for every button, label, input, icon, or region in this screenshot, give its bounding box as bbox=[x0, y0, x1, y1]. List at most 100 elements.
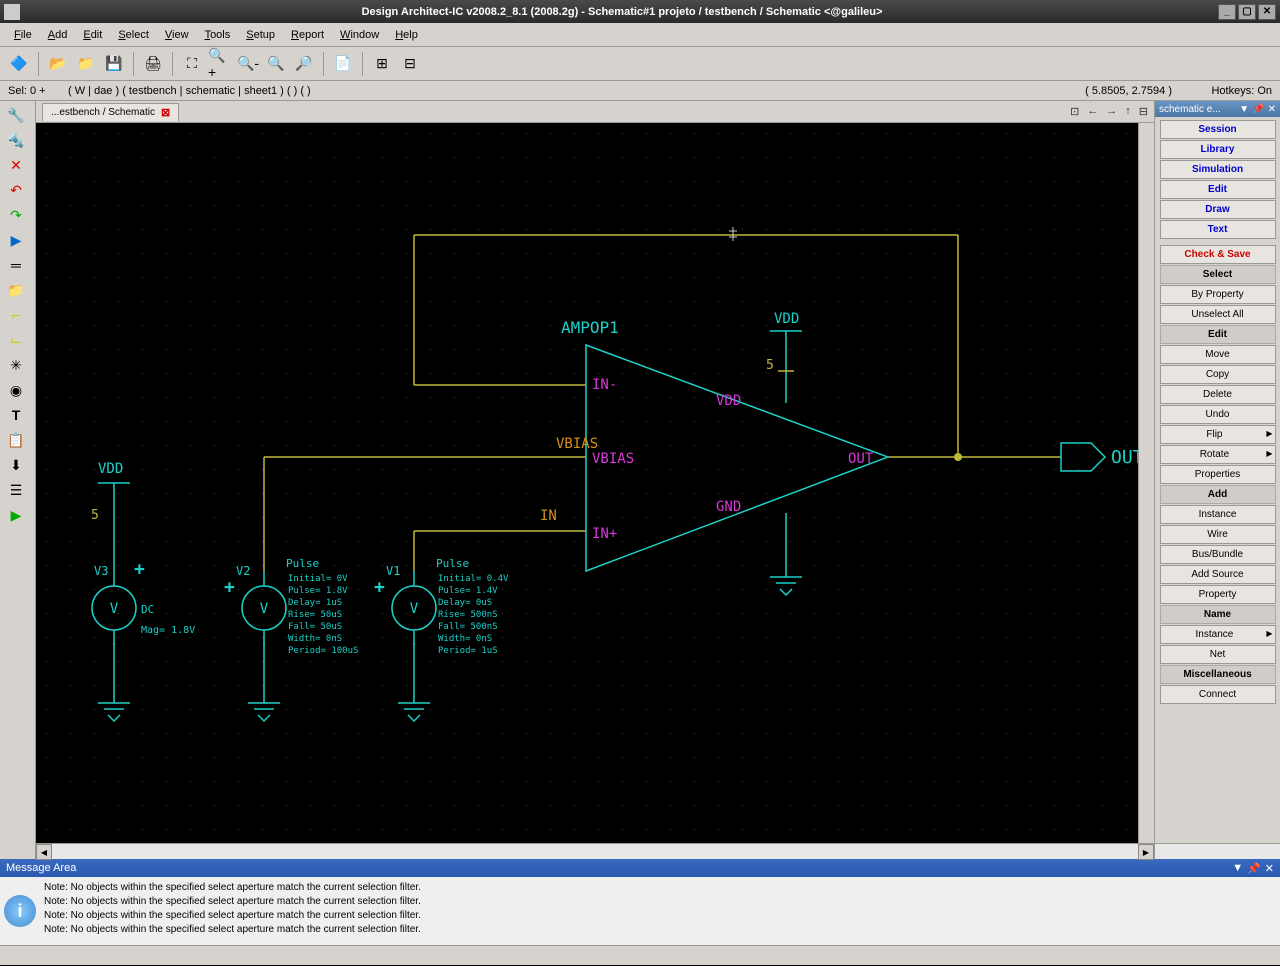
svg-text:Initial= 0V: Initial= 0V bbox=[288, 574, 348, 584]
rp-section-miscellaneous: Miscellaneous bbox=[1160, 665, 1276, 684]
rp-btn-rotate[interactable]: Rotate▶ bbox=[1160, 445, 1276, 464]
menu-select[interactable]: Select bbox=[110, 26, 157, 44]
rp-btn-library[interactable]: Library bbox=[1160, 140, 1276, 159]
lt-delete-icon[interactable]: ✕ bbox=[2, 153, 30, 177]
rp-btn-session[interactable]: Session bbox=[1160, 120, 1276, 139]
tab-nav-right-icon[interactable]: → bbox=[1106, 105, 1117, 118]
rp-btn-delete[interactable]: Delete bbox=[1160, 385, 1276, 404]
toolbar-zoom-all-icon[interactable]: 🔎 bbox=[291, 51, 317, 77]
menu-setup[interactable]: Setup bbox=[238, 26, 283, 44]
svg-text:Pulse= 1.4V: Pulse= 1.4V bbox=[438, 586, 498, 596]
toolbar-wizard-icon[interactable]: 🔷 bbox=[6, 51, 32, 77]
rp-btn-unselect-all[interactable]: Unselect All bbox=[1160, 305, 1276, 324]
menu-file[interactable]: File bbox=[6, 26, 40, 44]
svg-text:V3: V3 bbox=[94, 564, 108, 578]
lt-bus-icon[interactable]: ═ bbox=[2, 253, 30, 277]
toolbar-grid-icon[interactable]: ⊞ bbox=[369, 51, 395, 77]
lt-play-icon[interactable]: ▶ bbox=[2, 228, 30, 252]
vertical-scrollbar[interactable] bbox=[1138, 123, 1154, 843]
svg-text:VDD: VDD bbox=[98, 461, 123, 477]
tab-close-icon[interactable]: ⊠ bbox=[161, 106, 170, 119]
rp-btn-wire[interactable]: Wire bbox=[1160, 525, 1276, 544]
menu-window[interactable]: Window bbox=[332, 26, 387, 44]
rp-btn-property[interactable]: Property bbox=[1160, 585, 1276, 604]
lt-check-icon[interactable]: ☰ bbox=[2, 478, 30, 502]
menu-report[interactable]: Report bbox=[283, 26, 332, 44]
msg-pin-icon[interactable]: 📌 bbox=[1247, 862, 1261, 875]
menu-edit[interactable]: Edit bbox=[75, 26, 110, 44]
rp-btn-instance[interactable]: Instance▶ bbox=[1160, 625, 1276, 644]
close-button[interactable]: ✕ bbox=[1258, 4, 1276, 20]
rp-close-icon[interactable]: ✕ bbox=[1268, 104, 1276, 115]
toolbar-save-icon[interactable]: 💾 bbox=[101, 51, 127, 77]
rp-dropdown-icon[interactable]: ▼ bbox=[1239, 104, 1249, 115]
tab-nav-left-icon[interactable]: ← bbox=[1087, 105, 1098, 118]
rp-btn-move[interactable]: Move bbox=[1160, 345, 1276, 364]
rp-btn-add-source[interactable]: Add Source bbox=[1160, 565, 1276, 584]
toolbar-zoom-out-icon[interactable]: 🔍- bbox=[235, 51, 261, 77]
titlebar: Design Architect-IC v2008.2_8.1 (2008.2g… bbox=[0, 0, 1280, 23]
msg-dropdown-icon[interactable]: ▼ bbox=[1232, 862, 1243, 875]
lt-component-icon[interactable]: 🔧 bbox=[2, 103, 30, 127]
lt-undo-icon[interactable]: ↶ bbox=[2, 178, 30, 202]
right-panel-scrollbar[interactable] bbox=[1155, 843, 1280, 859]
svg-text:OUT: OUT bbox=[1111, 447, 1138, 468]
rp-btn-properties[interactable]: Properties bbox=[1160, 465, 1276, 484]
rp-btn-check-save[interactable]: Check & Save bbox=[1160, 245, 1276, 264]
toolbar-zoom-fit-icon[interactable]: ⛶ bbox=[179, 51, 205, 77]
maximize-button[interactable]: ▢ bbox=[1238, 4, 1256, 20]
menu-help[interactable]: Help bbox=[387, 26, 426, 44]
toolbar-print-icon[interactable]: 🖨 bbox=[140, 51, 166, 77]
lt-select-icon[interactable]: 🔩 bbox=[2, 128, 30, 152]
lt-wire2-icon[interactable]: ⌙ bbox=[2, 328, 30, 352]
menu-add[interactable]: Add bbox=[40, 26, 76, 44]
svg-text:GND: GND bbox=[716, 499, 741, 515]
tab-nav-up-icon[interactable]: ↑ bbox=[1125, 105, 1131, 118]
rp-btn-copy[interactable]: Copy bbox=[1160, 365, 1276, 384]
rp-btn-text[interactable]: Text bbox=[1160, 220, 1276, 239]
lt-run-icon[interactable]: ▶ bbox=[2, 503, 30, 527]
toolbar-open-icon[interactable]: 📂 bbox=[45, 51, 71, 77]
rp-btn-flip[interactable]: Flip▶ bbox=[1160, 425, 1276, 444]
rp-btn-net[interactable]: Net bbox=[1160, 645, 1276, 664]
tab-schematic[interactable]: ...estbench / Schematic ⊠ bbox=[42, 103, 179, 121]
rp-pin-icon[interactable]: 📌 bbox=[1252, 104, 1264, 115]
rp-btn-draw[interactable]: Draw bbox=[1160, 200, 1276, 219]
info-icon: i bbox=[4, 895, 36, 927]
info-bar: Sel: 0 + ( W | dae ) ( testbench | schem… bbox=[0, 81, 1280, 101]
menu-view[interactable]: View bbox=[157, 26, 197, 44]
toolbar-open2-icon[interactable]: 📁 bbox=[73, 51, 99, 77]
lt-wire1-icon[interactable]: ⌐ bbox=[2, 303, 30, 327]
rp-btn-bus-bundle[interactable]: Bus/Bundle bbox=[1160, 545, 1276, 564]
msg-close-icon[interactable]: ✕ bbox=[1265, 862, 1274, 875]
rp-btn-simulation[interactable]: Simulation bbox=[1160, 160, 1276, 179]
rp-btn-by-property[interactable]: By Property bbox=[1160, 285, 1276, 304]
svg-text:IN: IN bbox=[540, 508, 557, 524]
horizontal-scrollbar[interactable]: ◀▶ bbox=[36, 843, 1154, 859]
rp-btn-instance[interactable]: Instance bbox=[1160, 505, 1276, 524]
cursor-coords: ( 5.8505, 2.7594 ) bbox=[1032, 85, 1172, 97]
lt-sheet-icon[interactable]: 📋 bbox=[2, 428, 30, 452]
tab-nav-list-icon[interactable]: ⊟ bbox=[1139, 105, 1148, 118]
lt-port-icon[interactable]: ◉ bbox=[2, 378, 30, 402]
minimize-button[interactable]: _ bbox=[1218, 4, 1236, 20]
rp-btn-connect[interactable]: Connect bbox=[1160, 685, 1276, 704]
svg-text:Width= 0nS: Width= 0nS bbox=[288, 634, 342, 644]
schematic-canvas[interactable]: VVV+++AMPOP1IN-VDDVDD5VBIASVBIASOUTGNDIN… bbox=[36, 123, 1138, 843]
svg-text:Width= 0nS: Width= 0nS bbox=[438, 634, 492, 644]
tab-nav-copy-icon[interactable]: ⊡ bbox=[1070, 105, 1079, 118]
lt-text-icon[interactable]: T bbox=[2, 403, 30, 427]
lt-hier-icon[interactable]: ⬇ bbox=[2, 453, 30, 477]
rp-btn-edit[interactable]: Edit bbox=[1160, 180, 1276, 199]
menu-tools[interactable]: Tools bbox=[197, 26, 239, 44]
rp-btn-undo[interactable]: Undo bbox=[1160, 405, 1276, 424]
toolbar-zoom-area-icon[interactable]: 🔍 bbox=[263, 51, 289, 77]
toolbar-window-icon[interactable]: ⊟ bbox=[397, 51, 423, 77]
lt-folder-icon[interactable]: 📁 bbox=[2, 278, 30, 302]
lt-redo-icon[interactable]: ↷ bbox=[2, 203, 30, 227]
svg-text:DC: DC bbox=[141, 603, 154, 616]
toolbar-sheet-icon[interactable]: 📄 bbox=[330, 51, 356, 77]
toolbar-zoom-in-icon[interactable]: 🔍+ bbox=[207, 51, 233, 77]
svg-text:+: + bbox=[224, 577, 235, 598]
lt-net-icon[interactable]: ✳ bbox=[2, 353, 30, 377]
